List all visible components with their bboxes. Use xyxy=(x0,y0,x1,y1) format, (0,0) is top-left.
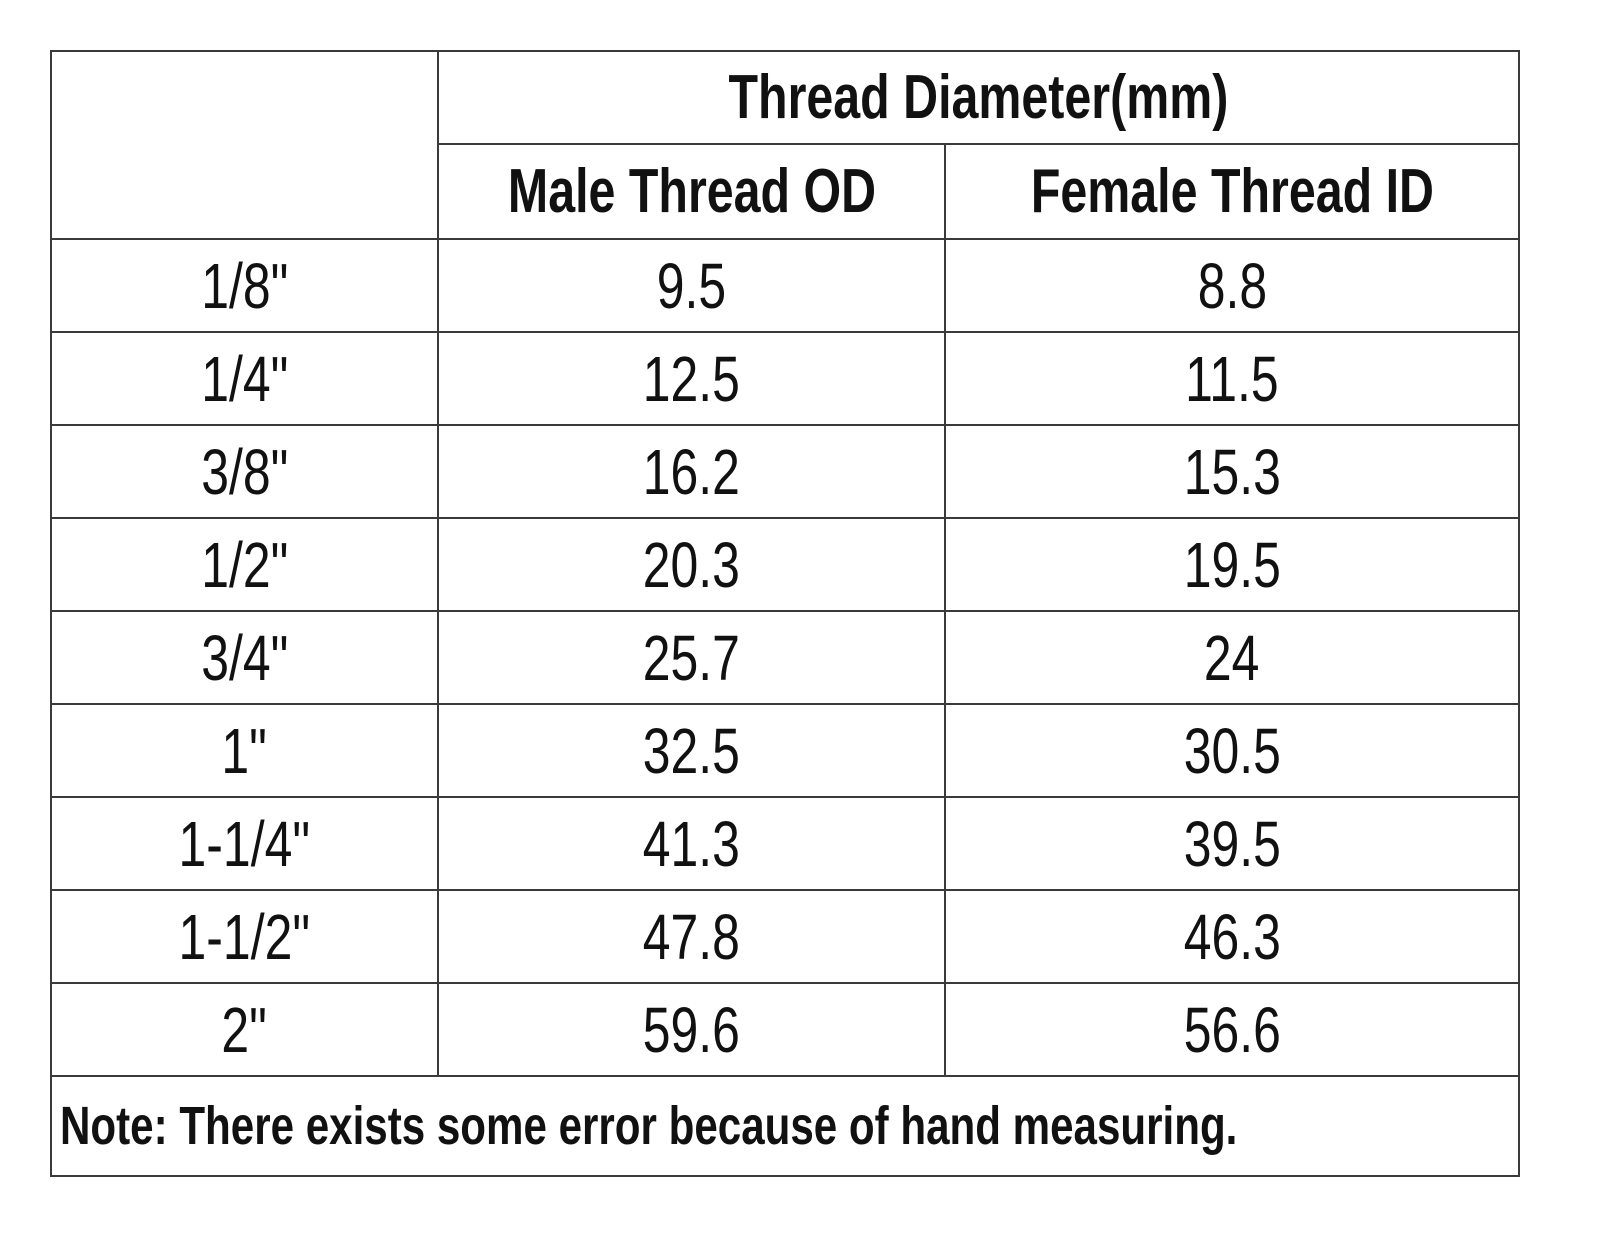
corner-cell xyxy=(50,50,439,240)
cell: 39.5 xyxy=(943,796,1521,891)
cell: 20.3 xyxy=(437,517,946,612)
data-row: 3/8" 16.2 15.3 xyxy=(50,424,1521,519)
cell-text: 41.3 xyxy=(642,807,741,880)
cell: 3/8" xyxy=(50,424,439,519)
cell-text: 1" xyxy=(221,714,268,787)
cell-text: 47.8 xyxy=(642,900,741,973)
cell: 9.5 xyxy=(437,238,946,333)
cell: 1/8" xyxy=(50,238,439,333)
cell: 41.3 xyxy=(437,796,946,891)
cell: 12.5 xyxy=(437,331,946,426)
cell: 25.7 xyxy=(437,610,946,705)
cell-text: 9.5 xyxy=(656,249,727,322)
cell-text: 39.5 xyxy=(1183,807,1281,880)
cell-text: 3/8" xyxy=(200,435,289,508)
cell: 1" xyxy=(50,703,439,798)
cell-text: 24 xyxy=(1204,621,1260,694)
data-row: 1/8" 9.5 8.8 xyxy=(50,238,1521,333)
cell-text: 12.5 xyxy=(642,342,741,415)
cell-text: 46.3 xyxy=(1183,900,1281,973)
cell: 15.3 xyxy=(943,424,1521,519)
cell-text: 1-1/2" xyxy=(178,900,311,973)
data-row: 3/4" 25.7 24 xyxy=(50,610,1521,705)
cell: 1/2" xyxy=(50,517,439,612)
group-header: Thread Diameter(mm) xyxy=(436,50,1521,145)
cell: 1/4" xyxy=(50,331,439,426)
column-header-text: Male Thread OD xyxy=(507,157,876,226)
cell-text: 2" xyxy=(221,993,268,1066)
data-row: 1-1/2" 47.8 46.3 xyxy=(50,889,1521,984)
cell-text: 3/4" xyxy=(200,621,289,694)
cell: 3/4" xyxy=(50,610,439,705)
cell: 32.5 xyxy=(437,703,946,798)
cell-text: 8.8 xyxy=(1197,249,1267,322)
cell: 1-1/2" xyxy=(50,889,439,984)
note-cell: Note: There exists some error because of… xyxy=(49,1075,1521,1177)
column-header-text: Female Thread ID xyxy=(1030,157,1434,226)
cell-text: 20.3 xyxy=(642,528,741,601)
cell-text: 16.2 xyxy=(642,435,741,508)
cell: 19.5 xyxy=(943,517,1521,612)
cell-text: 15.3 xyxy=(1183,435,1281,508)
cell-text: 1-1/4" xyxy=(178,807,311,880)
data-row: 1/4" 12.5 11.5 xyxy=(50,331,1521,426)
cell: 8.8 xyxy=(943,238,1521,333)
cell: 2" xyxy=(50,982,439,1077)
cell: 1-1/4" xyxy=(50,796,439,891)
cell-text: 56.6 xyxy=(1183,993,1281,1066)
cell-text: 25.7 xyxy=(642,621,741,694)
data-row: 1/2" 20.3 19.5 xyxy=(50,517,1521,612)
note-row: Note: There exists some error because of… xyxy=(49,1075,1521,1177)
group-header-text: Thread Diameter(mm) xyxy=(728,63,1229,132)
cell-text: 30.5 xyxy=(1183,714,1281,787)
cell: 24 xyxy=(943,610,1521,705)
cell: 16.2 xyxy=(437,424,946,519)
cell-text: 19.5 xyxy=(1183,528,1281,601)
cell: 11.5 xyxy=(943,331,1521,426)
header-row: Thread Diameter(mm) xyxy=(50,50,1521,240)
column-header: Male Thread OD xyxy=(437,143,946,240)
cell: 56.6 xyxy=(943,982,1521,1077)
table-body: Thread Diameter(mm) Male Thread OD Femal… xyxy=(49,50,1521,1177)
cell-text: 1/8" xyxy=(200,249,289,322)
column-header: Female Thread ID xyxy=(943,143,1521,240)
cell-text: 1/2" xyxy=(200,528,289,601)
note-text: Note: There exists some error because of… xyxy=(60,1096,1238,1156)
cell-text: 1/4" xyxy=(200,342,289,415)
header-row: Male Thread OD Female Thread ID xyxy=(51,143,1521,240)
data-row: 2" 59.6 56.6 xyxy=(50,982,1521,1077)
cell: 30.5 xyxy=(943,703,1521,798)
cell: 46.3 xyxy=(943,889,1521,984)
cell-text: 32.5 xyxy=(642,714,741,787)
cell: 59.6 xyxy=(437,982,946,1077)
data-row: 1-1/4" 41.3 39.5 xyxy=(50,796,1521,891)
cell: 47.8 xyxy=(437,889,946,984)
cell-text: 11.5 xyxy=(1185,342,1279,415)
data-row: 1" 32.5 30.5 xyxy=(50,703,1521,798)
thread-table: Thread Diameter(mm) Male Thread OD Femal… xyxy=(49,50,1521,1177)
cell-text: 59.6 xyxy=(642,993,741,1066)
